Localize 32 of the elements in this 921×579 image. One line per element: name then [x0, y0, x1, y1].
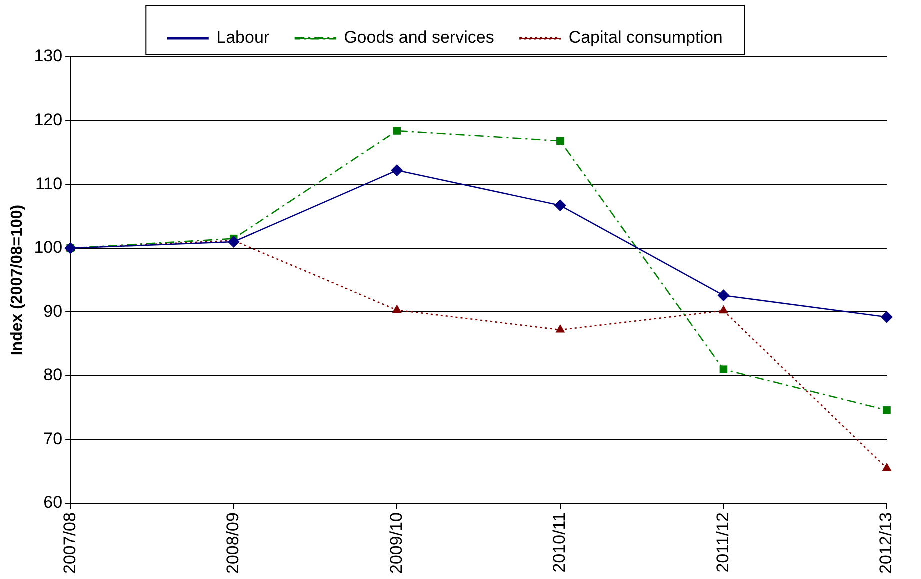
point — [556, 137, 564, 146]
point — [228, 236, 240, 248]
x-tick-label: 2010/11 — [550, 512, 570, 573]
y-tick-label: 110 — [35, 174, 63, 194]
point — [720, 366, 728, 374]
x-tick-label: 2012/13 — [876, 512, 896, 574]
y-tick-label: 100 — [34, 238, 63, 258]
point — [391, 164, 404, 177]
y-tick-label: 120 — [34, 110, 63, 130]
y-tick-label: 60 — [44, 493, 63, 512]
x-tick-label: 2007/08 — [60, 512, 80, 574]
point — [393, 127, 402, 135]
legend-label: Goods and services — [344, 28, 494, 48]
x-tick-label: 2011/12 — [713, 512, 732, 573]
point — [64, 242, 77, 254]
point — [718, 290, 730, 302]
x-tick-label: 2009/10 — [386, 512, 406, 574]
legend-label: Capital consumption — [568, 28, 723, 48]
point — [718, 305, 728, 314]
point — [556, 324, 566, 333]
y-tick-label: 90 — [44, 302, 63, 321]
point — [392, 304, 402, 314]
x-tick-label: 2008/09 — [224, 512, 243, 574]
point — [881, 311, 893, 324]
point — [554, 200, 566, 212]
legend-label: Labour — [216, 28, 270, 48]
y-axis-title: Index (2007/08=100) — [9, 204, 26, 356]
point — [883, 406, 891, 414]
y-tick-label: 70 — [44, 429, 63, 448]
y-tick-label: 80 — [44, 366, 63, 385]
y-tick-label: 130 — [34, 46, 63, 66]
point — [882, 462, 892, 472]
